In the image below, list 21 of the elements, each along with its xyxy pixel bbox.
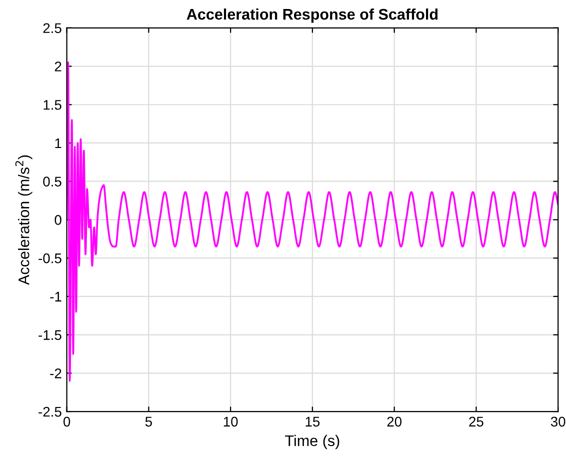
y-tick-label: 2	[54, 62, 62, 72]
y-axis-title: Acceleration (m/s$^{2}$)	[15, 155, 32, 285]
x-tick-label: 25	[469, 416, 484, 427]
x-axis-title: Time (s)	[285, 434, 340, 450]
x-tick-label: 15	[306, 416, 320, 427]
y-tick-label: -0.5	[38, 253, 62, 264]
x-tick-label: 30	[550, 416, 566, 427]
y-tick-label: 0.5	[43, 176, 62, 187]
x-tick-label: 5	[145, 416, 152, 427]
x-tick-label: 0	[63, 416, 70, 427]
chart-title: Acceleration Response of Scaffold	[186, 8, 438, 23]
y-tick-label: 2.5	[43, 23, 62, 34]
y-tick-label: 1	[55, 138, 62, 148]
y-tick-label: -1.5	[38, 330, 62, 340]
y-tick-label: -2.5	[38, 406, 62, 417]
y-tick-label: -2	[50, 368, 62, 378]
y-tick-label: 0	[54, 215, 62, 225]
y-tick-label: -1	[50, 292, 62, 302]
x-tick-label: 20	[387, 416, 402, 427]
x-tick-label: 10	[224, 416, 238, 427]
y-tick-label: 1.5	[44, 100, 62, 110]
